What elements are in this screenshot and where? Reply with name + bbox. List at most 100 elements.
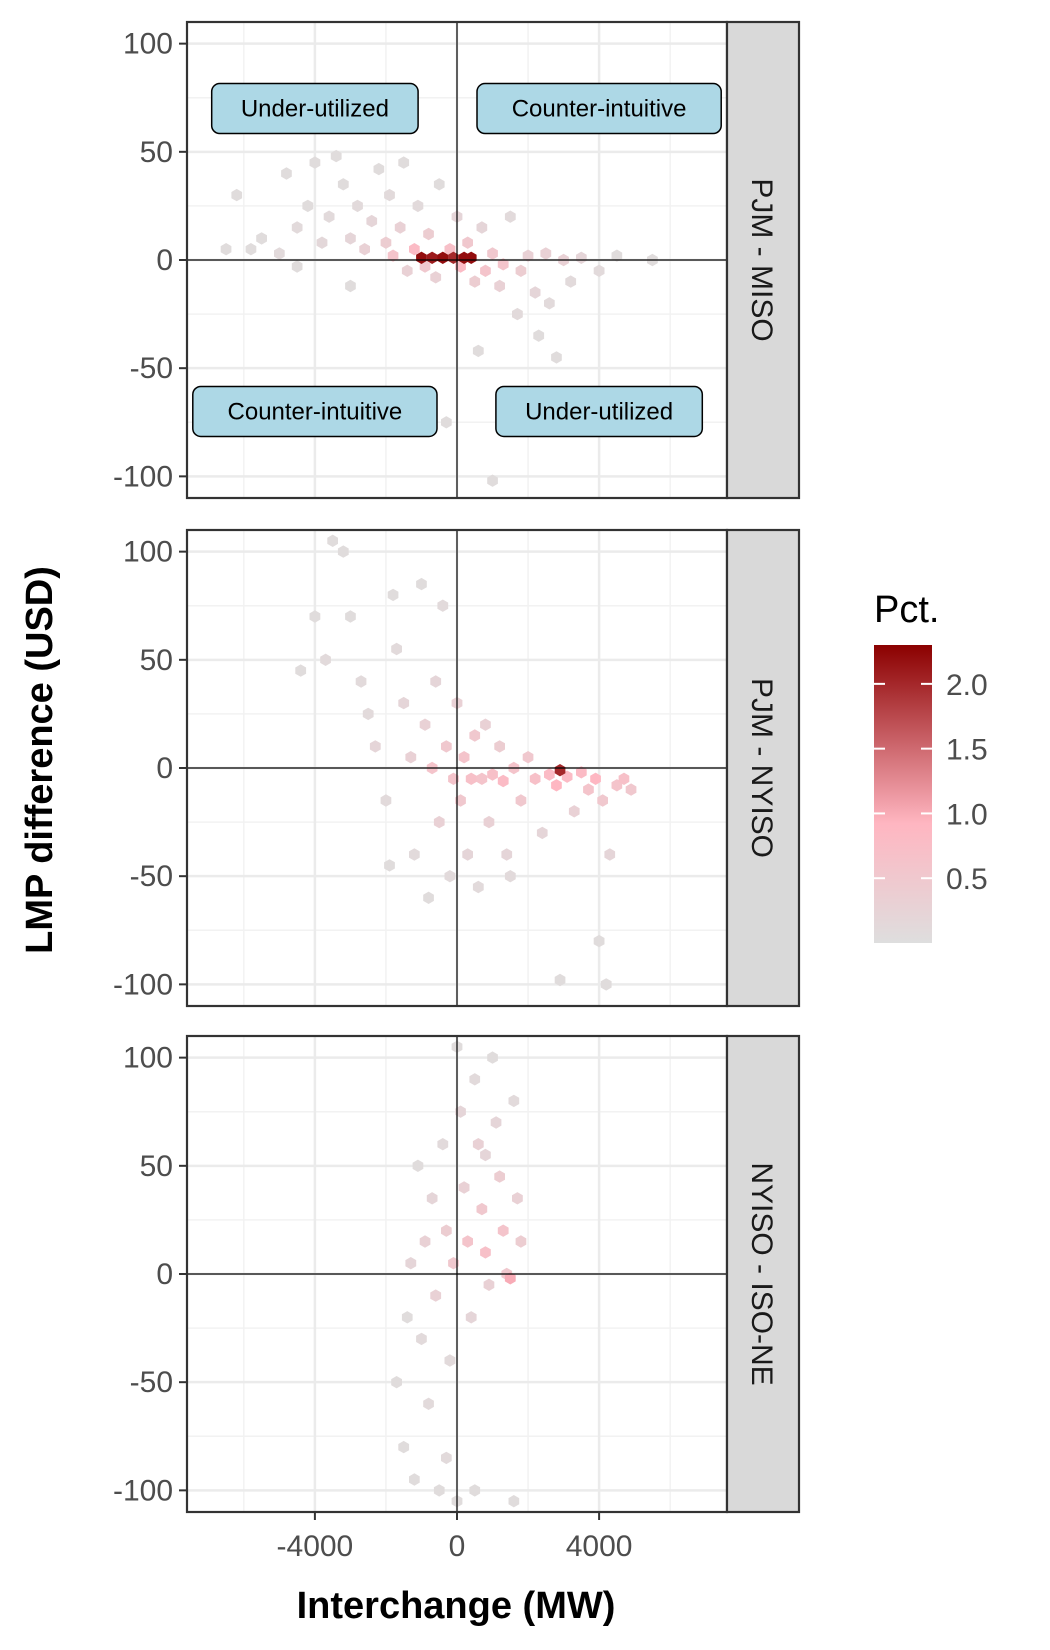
legend: Pct. 0.5 1.0 1.5 2.0	[874, 589, 988, 943]
hex-point	[536, 826, 548, 840]
hex-point	[327, 534, 338, 547]
y-tick-label: 50	[140, 644, 173, 677]
hex-point	[515, 264, 527, 277]
hex-point	[345, 279, 356, 293]
hex-point	[522, 249, 534, 262]
hex-point	[480, 1246, 491, 1259]
hex-point	[469, 1484, 481, 1497]
hex-point	[423, 227, 434, 241]
hex-point	[494, 1170, 505, 1183]
hex-point	[480, 1148, 491, 1162]
x-tick-label: -4000	[277, 1530, 354, 1563]
y-tick-label: -50	[130, 1366, 173, 1399]
hex-point	[465, 251, 477, 264]
hex-point	[448, 1257, 459, 1270]
y-axis-title: LMP difference (USD)	[19, 566, 61, 954]
hex-point	[316, 236, 328, 249]
hex-point	[309, 156, 321, 169]
hex-point	[554, 764, 566, 777]
hex-point	[544, 768, 555, 781]
hex-point	[448, 251, 459, 264]
hex-point	[487, 247, 498, 260]
hex-point	[487, 474, 498, 487]
hex-point	[508, 1094, 520, 1108]
quadrant-label: Counter-intuitive	[192, 385, 438, 438]
hex-point	[426, 251, 438, 264]
hex-point	[490, 1116, 502, 1129]
hex-point	[416, 251, 427, 264]
hex-point	[462, 236, 473, 249]
hex-point	[345, 610, 356, 623]
quadrant-label-text: Under-utilized	[525, 398, 673, 425]
hex-point	[380, 236, 392, 249]
hex-point	[412, 199, 424, 213]
hex-point	[472, 880, 484, 894]
hex-point	[533, 329, 545, 342]
hex-point	[412, 1159, 424, 1172]
hex-point	[576, 251, 587, 264]
hex-point	[345, 232, 356, 245]
legend-colorbar	[874, 645, 932, 943]
y-tick-label: -100	[113, 460, 173, 493]
hex-point	[437, 599, 449, 612]
quadrant-label-box	[476, 82, 722, 135]
hex-point	[625, 783, 637, 796]
quadrant-label-box	[495, 385, 704, 438]
y-tick-label: 100	[123, 1042, 173, 1075]
legend-tick-label: 0.5	[946, 863, 988, 896]
hex-point	[416, 1332, 427, 1346]
hex-point	[458, 1181, 470, 1194]
hex-point	[366, 214, 378, 228]
hex-point	[302, 199, 314, 213]
facet-strip-label: PJM - NYISO	[745, 678, 778, 858]
panel-1: Under-utilized Counter-intuitive Counter-i…	[113, 20, 801, 500]
y-tick-label: 100	[123, 28, 173, 61]
hex-point	[462, 848, 473, 861]
hex-point	[593, 264, 605, 277]
y-tick-label: 50	[140, 136, 173, 169]
hex-point	[540, 247, 552, 260]
panel-2: PJM - NYISO -100 -50 0 50 100	[113, 528, 801, 1008]
hex-point	[320, 653, 331, 666]
quadrant-label-text: Counter-intuitive	[512, 96, 687, 123]
y-tick-label: -100	[113, 968, 173, 1001]
hex-point	[430, 675, 442, 688]
hex-point	[441, 1224, 452, 1237]
hex-points	[220, 149, 658, 487]
hex-point	[387, 588, 399, 602]
hex-point	[529, 772, 541, 785]
hex-point	[433, 178, 445, 191]
hex-point	[437, 1138, 449, 1151]
hex-point	[369, 740, 381, 753]
hex-point	[384, 188, 395, 202]
quadrant-label-text: Counter-intuitive	[228, 398, 403, 425]
legend-title: Pct.	[874, 589, 939, 631]
hex-point	[409, 1473, 420, 1486]
hex-point	[291, 260, 303, 273]
hex-point	[494, 279, 505, 293]
quadrant-label: Counter-intuitive	[476, 82, 722, 135]
y-tick-label: -50	[130, 860, 173, 893]
hex-point	[362, 707, 374, 721]
hex-point	[565, 275, 577, 288]
hex-point	[405, 751, 417, 764]
hex-point	[430, 271, 442, 284]
hex-point	[487, 1051, 498, 1064]
hex-point	[295, 664, 307, 677]
hex-point	[245, 243, 257, 256]
hex-point	[465, 772, 477, 785]
hex-point	[430, 1289, 442, 1302]
hex-point	[419, 718, 431, 731]
hex-point	[458, 751, 470, 764]
quadrant-label: Under-utilized	[495, 385, 704, 438]
hex-point	[465, 1311, 477, 1324]
hex-point	[423, 1397, 434, 1410]
hex-point	[398, 1440, 410, 1454]
y-tick-label: 0	[156, 244, 173, 277]
hex-point	[419, 1235, 431, 1248]
hex-point	[437, 251, 449, 264]
hex-point	[469, 1073, 481, 1086]
hex-point	[231, 188, 243, 202]
hex-point	[590, 772, 601, 785]
hex-point	[472, 344, 484, 358]
